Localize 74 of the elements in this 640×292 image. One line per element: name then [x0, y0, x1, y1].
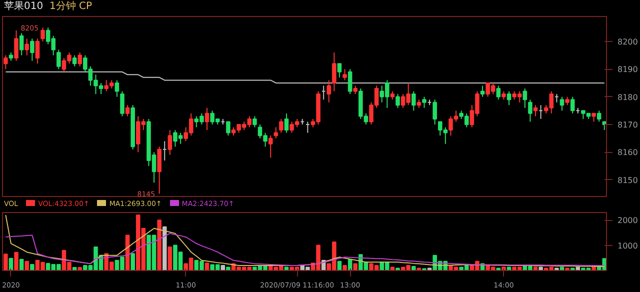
bar [204, 262, 210, 270]
y-tick-label: 2000 [618, 216, 638, 226]
candlestick [570, 96, 575, 114]
bar [162, 226, 167, 270]
candlestick [596, 110, 602, 122]
candlestick [226, 121, 230, 136]
y-tick-label: 8180 [618, 92, 638, 102]
bar [19, 258, 24, 270]
candlestick [114, 80, 120, 98]
chart-subtitle: 1分钟 CP [49, 1, 92, 12]
line-series [5, 232, 605, 266]
y-tick-label: 8190 [618, 65, 638, 74]
candlestick [56, 49, 61, 70]
candlestick [396, 94, 400, 108]
bar [412, 266, 416, 270]
bar [168, 246, 172, 270]
candlestick [24, 38, 30, 56]
bar [342, 264, 347, 270]
candlestick [332, 52, 336, 92]
line-series [5, 214, 605, 267]
y-tick-label: 1000 [618, 241, 638, 250]
candlestick [533, 104, 538, 117]
candlestick [422, 96, 426, 108]
y-tick-label: 8200 [618, 37, 638, 46]
bar [576, 266, 580, 270]
bar [130, 253, 135, 270]
candlestick [522, 88, 528, 108]
candlestick [14, 30, 18, 62]
candlestick [496, 85, 501, 100]
bar [396, 268, 400, 270]
bar [502, 266, 506, 270]
candlestick [506, 90, 512, 106]
candlestick [268, 135, 273, 158]
candlestick [432, 99, 437, 125]
candlestick [279, 118, 284, 134]
bar [226, 266, 230, 270]
candlestick [35, 38, 40, 64]
bar [30, 264, 34, 270]
candlestick [4, 54, 8, 70]
candlestick [120, 90, 124, 117]
candlestick [528, 99, 532, 122]
candlestick [342, 68, 347, 81]
candlestick [284, 112, 289, 134]
candlestick [480, 85, 485, 98]
bar [353, 263, 358, 270]
chart-title: 苹果010 [4, 1, 44, 12]
candlestick [326, 80, 332, 103]
bar [538, 266, 543, 270]
bar [337, 260, 342, 270]
y-tick-label: 8170 [618, 120, 638, 130]
candlestick [252, 116, 257, 128]
bar [157, 220, 162, 270]
candlestick [412, 90, 416, 112]
bar [14, 252, 18, 270]
bar [4, 254, 8, 270]
bar [24, 260, 30, 270]
candlestick [337, 63, 342, 78]
bar [78, 266, 82, 270]
candlestick [125, 104, 130, 117]
candlestick [168, 130, 172, 156]
bar [565, 268, 570, 270]
candlestick [40, 27, 45, 42]
y-tick-label: 8160 [618, 148, 638, 158]
candlestick [348, 68, 352, 95]
candlestick [560, 96, 564, 112]
candlestick [157, 146, 162, 194]
candlestick [78, 52, 82, 67]
candlestick [274, 126, 278, 139]
candlestick [30, 38, 34, 62]
candlestick [72, 54, 77, 67]
bar [554, 268, 559, 270]
candlestick [19, 32, 24, 56]
candlestick [204, 107, 210, 131]
y-tick-label: 8150 [618, 176, 638, 185]
